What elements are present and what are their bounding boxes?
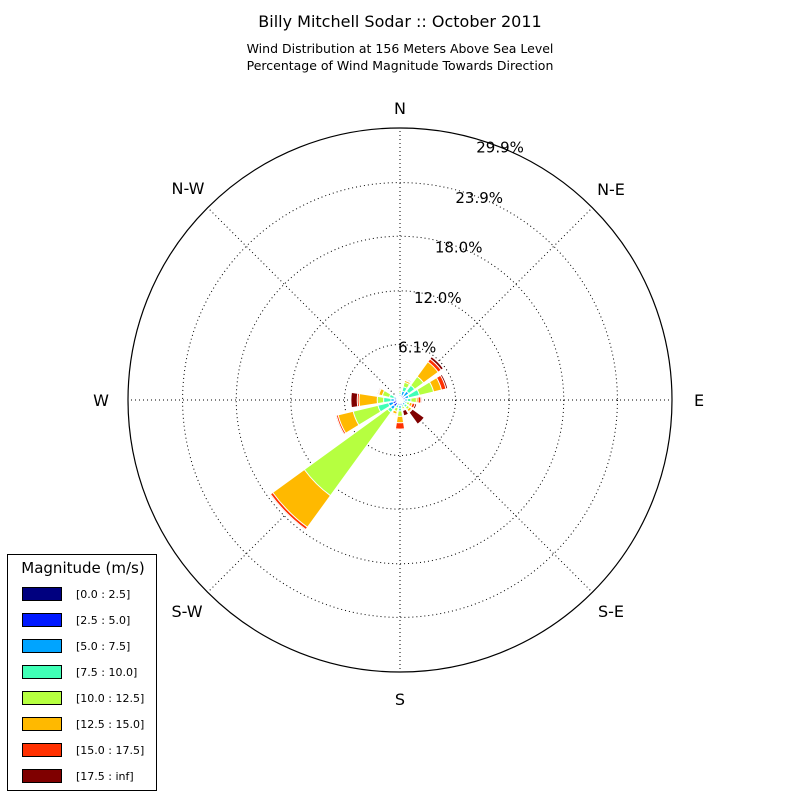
rose-bar-segment xyxy=(303,399,401,497)
chart-subtitle-line2: Percentage of Wind Magnitude Towards Dir… xyxy=(246,58,554,73)
legend-swatch xyxy=(22,665,62,679)
legend-swatch xyxy=(22,717,62,731)
legend-label: [7.5 : 10.0] xyxy=(76,666,138,679)
legend-label: [10.0 : 12.5] xyxy=(76,692,145,705)
radial-tick-label: 12.0% xyxy=(414,289,462,307)
direction-label: S-W xyxy=(171,602,202,621)
legend-title: Magnitude (m/s) xyxy=(21,559,145,577)
radial-tick-label: 23.9% xyxy=(455,189,503,207)
legend-swatch xyxy=(22,691,62,705)
polar-grid xyxy=(127,127,673,673)
legend-swatch xyxy=(22,743,62,757)
legend-swatch xyxy=(22,769,62,783)
radial-gridline xyxy=(399,207,593,401)
sector-180 xyxy=(394,399,406,431)
legend-swatch xyxy=(22,587,62,601)
direction-label: S xyxy=(395,690,405,709)
sector-225 xyxy=(269,399,401,531)
radial-gridline xyxy=(207,207,401,401)
radial-gridline xyxy=(399,399,593,593)
polar-labels: 6.1% 12.0% 18.0% 23.9% 29.9% N N-E E S-E S S-W W N-W xyxy=(93,99,704,709)
rose-bars xyxy=(269,355,449,531)
ring-gridline xyxy=(182,182,618,618)
sector-337.5 xyxy=(396,393,401,401)
legend-label: [15.0 : 17.5] xyxy=(76,744,145,757)
radial-tick-label: 6.1% xyxy=(398,339,436,357)
legend-swatch xyxy=(22,639,62,653)
direction-label: W xyxy=(93,391,109,410)
legend-label: [12.5 : 15.0] xyxy=(76,718,145,731)
ring-gridline xyxy=(290,290,510,510)
legend: Magnitude (m/s) [0.0 : 2.5] [2.5 : 5.0] [5… xyxy=(7,554,157,791)
ring-gridline xyxy=(235,235,565,565)
sector-45 xyxy=(399,355,445,401)
direction-label: N xyxy=(394,99,406,118)
sector-270 xyxy=(350,391,401,409)
legend-label: [5.0 : 7.5] xyxy=(76,640,131,653)
polar-frame xyxy=(127,127,673,673)
chart-title: Billy Mitchell Sodar :: October 2011 xyxy=(258,12,542,31)
legend-label: [17.5 : inf] xyxy=(76,770,134,783)
sector-90 xyxy=(399,396,423,404)
sector-247.5 xyxy=(334,399,401,436)
direction-label: E xyxy=(694,391,704,410)
direction-label: N-E xyxy=(597,180,625,199)
direction-label: S-E xyxy=(598,602,624,621)
ring-gridline xyxy=(344,344,456,456)
direction-label: N-W xyxy=(172,179,205,198)
legend-label: [2.5 : 5.0] xyxy=(76,614,131,627)
legend-label: [0.0 : 2.5] xyxy=(76,588,131,601)
radial-tick-label: 29.9% xyxy=(476,139,524,157)
chart-subtitle-line1: Wind Distribution at 156 Meters Above Se… xyxy=(246,41,554,56)
radial-tick-label: 18.0% xyxy=(435,239,483,257)
legend-swatch xyxy=(22,613,62,627)
sector-292.5 xyxy=(376,386,401,401)
